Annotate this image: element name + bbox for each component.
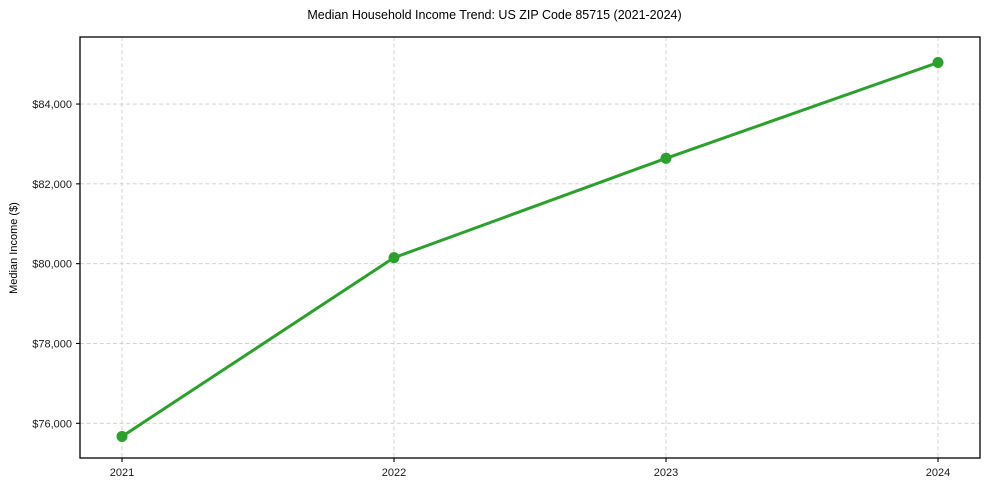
y-tick-label: $82,000 [32, 179, 72, 191]
y-tick-label: $76,000 [32, 418, 72, 430]
x-tick-label: 2021 [110, 467, 134, 479]
y-tick-label: $84,000 [32, 99, 72, 111]
y-tick-label: $80,000 [32, 259, 72, 271]
plot-border [79, 36, 981, 459]
data-point-2022 [388, 252, 400, 264]
y-tick-label: $78,000 [32, 338, 72, 350]
x-tick-label: 2024 [926, 467, 950, 479]
data-point-2021 [116, 430, 128, 442]
data-point-2024 [932, 57, 944, 69]
x-tick-label: 2022 [382, 467, 406, 479]
chart-title: Median Household Income Trend: US ZIP Co… [307, 8, 682, 22]
data-point-2023 [660, 152, 672, 164]
x-tick-label: 2023 [654, 467, 678, 479]
trend-line [120, 61, 940, 438]
